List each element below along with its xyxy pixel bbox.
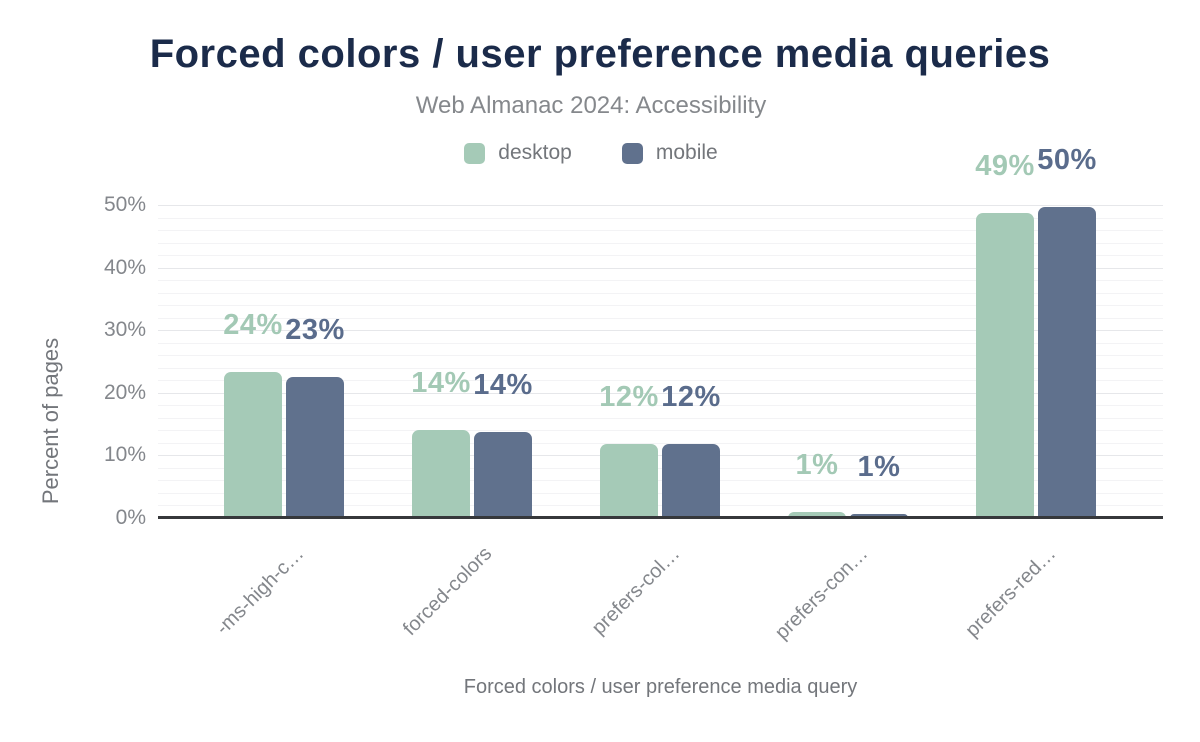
y-tick-label: 30% <box>103 318 146 341</box>
y-tick-label: 0% <box>115 506 146 529</box>
bar-mobile[interactable] <box>662 444 720 518</box>
minor-gridline <box>158 380 1163 381</box>
bar-desktop[interactable] <box>976 213 1034 518</box>
minor-gridline <box>158 255 1163 256</box>
minor-gridline <box>158 493 1163 494</box>
x-axis-title: Forced colors / user preference media qu… <box>463 676 858 698</box>
bar-mobile[interactable] <box>286 377 344 518</box>
major-gridline <box>158 268 1163 269</box>
minor-gridline <box>158 243 1163 244</box>
bar-desktop[interactable] <box>788 512 846 518</box>
legend-item-desktop[interactable]: desktop <box>464 141 572 165</box>
bar-value-label-desktop: 12% <box>599 381 659 413</box>
legend-swatch-mobile <box>621 142 643 164</box>
bar-mobile[interactable] <box>474 432 532 518</box>
legend-label-mobile: mobile <box>655 141 718 164</box>
y-tick-label: 40% <box>103 256 146 279</box>
bar-desktop[interactable] <box>412 430 470 518</box>
minor-gridline <box>158 430 1163 431</box>
x-category-label: prefers-red… <box>961 542 1061 642</box>
major-gridline <box>158 205 1163 206</box>
bar-value-label-desktop: 24% <box>223 309 283 341</box>
major-gridline <box>158 455 1163 456</box>
bar-desktop[interactable] <box>224 372 282 518</box>
y-tick-label: 10% <box>103 443 146 466</box>
minor-gridline <box>158 355 1163 356</box>
bar-value-label-mobile: 1% <box>857 451 901 483</box>
y-axis-title: Percent of pages <box>38 337 63 505</box>
bar-value-label-desktop: 49% <box>975 150 1035 182</box>
legend: desktop mobile <box>0 141 1182 165</box>
major-gridline <box>158 393 1163 394</box>
major-gridline <box>158 330 1163 331</box>
minor-gridline <box>158 480 1163 481</box>
chart-subtitle: Web Almanac 2024: Accessibility <box>415 92 767 119</box>
minor-gridline <box>158 505 1163 506</box>
minor-gridline <box>158 280 1163 281</box>
x-category-label: forced-colors <box>398 542 497 641</box>
x-axis-line <box>158 516 1163 519</box>
minor-gridline <box>158 218 1163 219</box>
legend-label-desktop: desktop <box>498 141 572 164</box>
minor-gridline <box>158 343 1163 344</box>
minor-gridline <box>158 443 1163 444</box>
minor-gridline <box>158 318 1163 319</box>
chart-title: Forced colors / user preference media qu… <box>149 32 1051 76</box>
minor-gridline <box>158 293 1163 294</box>
bar-value-label-mobile: 12% <box>661 381 721 413</box>
minor-gridline <box>158 468 1163 469</box>
bar-value-label-mobile: 50% <box>1037 144 1097 176</box>
minor-gridline <box>158 418 1163 419</box>
x-category-label: prefers-con… <box>771 542 873 644</box>
minor-gridline <box>158 368 1163 369</box>
minor-gridline <box>158 305 1163 306</box>
minor-gridline <box>158 405 1163 406</box>
bar-value-label-mobile: 23% <box>285 314 345 346</box>
bar-desktop[interactable] <box>600 444 658 518</box>
bar-mobile[interactable] <box>1038 207 1096 518</box>
y-tick-label: 50% <box>103 193 146 216</box>
x-category-label: prefers-col… <box>587 542 685 640</box>
x-category-label: -ms-high-c… <box>211 542 309 640</box>
legend-swatch-desktop <box>464 142 486 164</box>
legend-item-mobile[interactable]: mobile <box>621 141 718 165</box>
bar-value-label-desktop: 14% <box>411 367 471 399</box>
minor-gridline <box>158 230 1163 231</box>
y-tick-label: 20% <box>103 381 146 404</box>
bar-value-label-desktop: 1% <box>795 449 839 481</box>
bar-value-label-mobile: 14% <box>473 369 533 401</box>
